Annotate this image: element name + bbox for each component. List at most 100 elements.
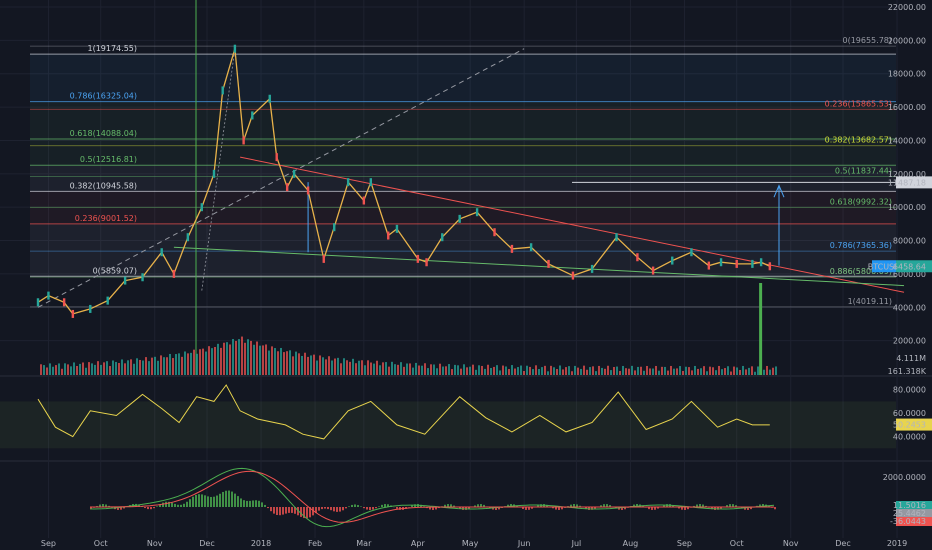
volume-bar — [70, 366, 72, 375]
volume-bar — [262, 345, 264, 375]
macd-histogram-bar — [183, 503, 185, 507]
macd-histogram-bar — [699, 504, 701, 507]
price-candle — [275, 153, 278, 162]
volume-bar — [439, 363, 441, 375]
macd-histogram-bar — [240, 498, 242, 507]
volume-bar — [211, 348, 213, 375]
volume-bar — [628, 368, 630, 375]
volume-bar — [460, 368, 462, 375]
macd-histogram-bar — [546, 504, 548, 507]
macd-value: 25.4462 — [893, 509, 926, 518]
volume-bar — [442, 366, 444, 375]
time-tick-label: Sep — [41, 539, 56, 548]
volume-bar — [652, 368, 654, 375]
macd-histogram-bar — [381, 504, 383, 507]
macd-histogram-bar — [216, 495, 218, 507]
volume-bar — [541, 367, 543, 375]
time-tick-label: May — [462, 539, 479, 548]
fib-level-label: 0.618(14088.04) — [70, 129, 137, 138]
volume-bar — [580, 368, 582, 375]
volume-bar — [736, 367, 738, 375]
volume-bar — [649, 368, 651, 375]
volume-bar — [766, 365, 768, 375]
macd-histogram-bar — [726, 505, 728, 507]
macd-histogram-bar — [531, 507, 533, 509]
volume-bar — [64, 363, 66, 375]
time-tick-label: Dec — [199, 539, 214, 548]
volume-bar — [364, 365, 366, 375]
price-tick-label: 6000.00 — [893, 270, 926, 279]
volume-bar — [310, 355, 312, 375]
volume-bar — [346, 360, 348, 375]
time-tick-label: Mar — [356, 539, 372, 548]
macd-histogram-bar — [192, 496, 194, 507]
macd-histogram-bar — [606, 504, 608, 507]
volume-bar — [307, 356, 309, 375]
macd-histogram-bar — [360, 506, 362, 507]
volume-bar — [568, 366, 570, 375]
macd-histogram-bar — [165, 501, 167, 507]
macd-histogram-bar — [558, 507, 560, 510]
volume-label-top: 4.111M — [896, 354, 926, 363]
volume-bar — [607, 365, 609, 375]
time-tick-label: Aug — [623, 539, 639, 548]
macd-histogram-bar — [729, 504, 731, 507]
price-candle — [590, 264, 594, 273]
macd-histogram-bar — [495, 507, 497, 510]
volume-bar — [79, 363, 81, 375]
volume-bar — [85, 367, 87, 375]
macd-histogram-bar — [411, 505, 413, 507]
macd-histogram-bar — [162, 502, 164, 507]
volume-bar — [526, 365, 528, 375]
macd-panel — [89, 467, 776, 528]
volume-bar — [73, 362, 75, 375]
volume-bar — [376, 360, 378, 375]
fib-level-label: 0.5(11837.44) — [835, 167, 892, 176]
volume-bar — [418, 365, 420, 375]
macd-histogram-bar — [579, 505, 581, 507]
fib-band — [30, 54, 896, 102]
volume-bar — [187, 353, 189, 375]
target-arrow-head — [773, 184, 785, 198]
macd-histogram-bar — [294, 507, 296, 514]
price-candle — [395, 224, 399, 233]
volume-bar — [118, 363, 120, 375]
macd-histogram-bar — [555, 507, 557, 510]
macd-histogram-bar — [150, 507, 152, 510]
macd-histogram-bar — [648, 507, 650, 510]
macd-histogram-bar — [315, 507, 317, 513]
macd-histogram-bar — [273, 507, 275, 514]
time-axis[interactable]: Sep Oct Nov Dec 2018 Feb Mar Apr May Jun Jul Aug Sep… — [41, 539, 907, 548]
volume-bar — [112, 360, 114, 375]
volume-bar — [409, 363, 411, 375]
volume-bar — [676, 368, 678, 375]
volume-bar — [550, 365, 552, 375]
volume-bar — [202, 348, 204, 375]
fib-retracement[interactable]: 1(19174.55) 0.786(16325.04) 0.618(14088.04… — [30, 36, 896, 308]
macd-histogram-bar — [255, 500, 257, 507]
volume-bar — [226, 342, 228, 375]
volume-label-bottom: 161.318K — [888, 367, 927, 376]
volume-bar — [373, 363, 375, 375]
price-tick-label: 18000.00 — [888, 70, 926, 79]
volume-bar — [445, 366, 447, 375]
marker-price-box — [896, 176, 932, 189]
volume-bar — [667, 370, 669, 375]
macd-histogram-bar — [153, 507, 155, 509]
macd-histogram-bar — [483, 504, 485, 507]
volume-bar — [469, 366, 471, 375]
volume-bar — [727, 366, 729, 375]
macd-histogram-bar — [663, 505, 665, 507]
volume-bar — [487, 364, 489, 375]
macd-histogram-bar — [99, 504, 101, 507]
macd-histogram-bar — [435, 507, 437, 510]
volume-bar — [547, 371, 549, 375]
macd-histogram-bar — [96, 505, 98, 507]
price-axis[interactable]: 22000.00 20000.00 18000.00 16000.00 14000.00… — [868, 3, 932, 526]
volume-bar — [160, 355, 162, 375]
macd-histogram-bar — [732, 504, 734, 507]
volume-bar — [595, 371, 597, 375]
macd-histogram-bar — [261, 502, 263, 507]
drawings[interactable] — [37, 0, 905, 375]
